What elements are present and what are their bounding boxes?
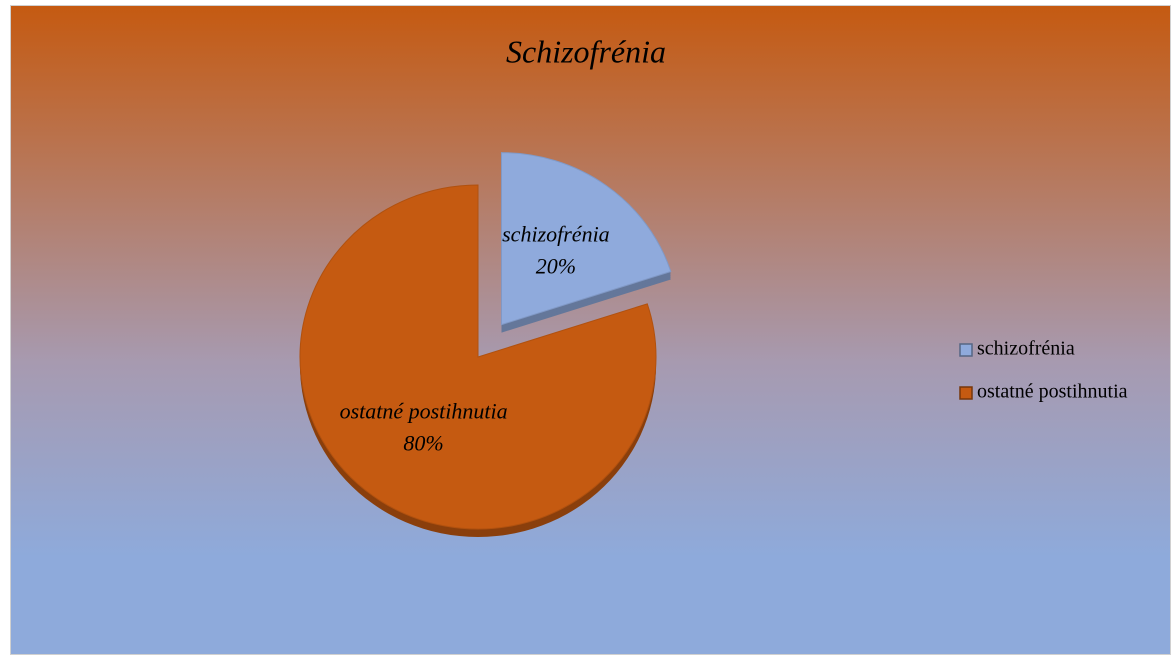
pie: schizofrénia 20% ostatné postihnutia 80% [299, 152, 672, 537]
legend-label: ostatné postihnutia [977, 381, 1128, 403]
legend-swatch [959, 343, 973, 357]
data-label-value: 20% [536, 253, 576, 278]
data-label-value: 80% [403, 430, 443, 455]
slice [299, 184, 657, 530]
data-label-category: schizofrénia [502, 221, 610, 246]
legend-label: schizofrénia [977, 338, 1075, 360]
chart-title: Schizofrénia [506, 33, 666, 69]
legend: schizofrénia ostatné postihnutia [959, 338, 1128, 403]
data-label-category: ostatné postihnutia [340, 398, 508, 423]
legend-swatch [959, 386, 973, 400]
slice [501, 152, 672, 326]
